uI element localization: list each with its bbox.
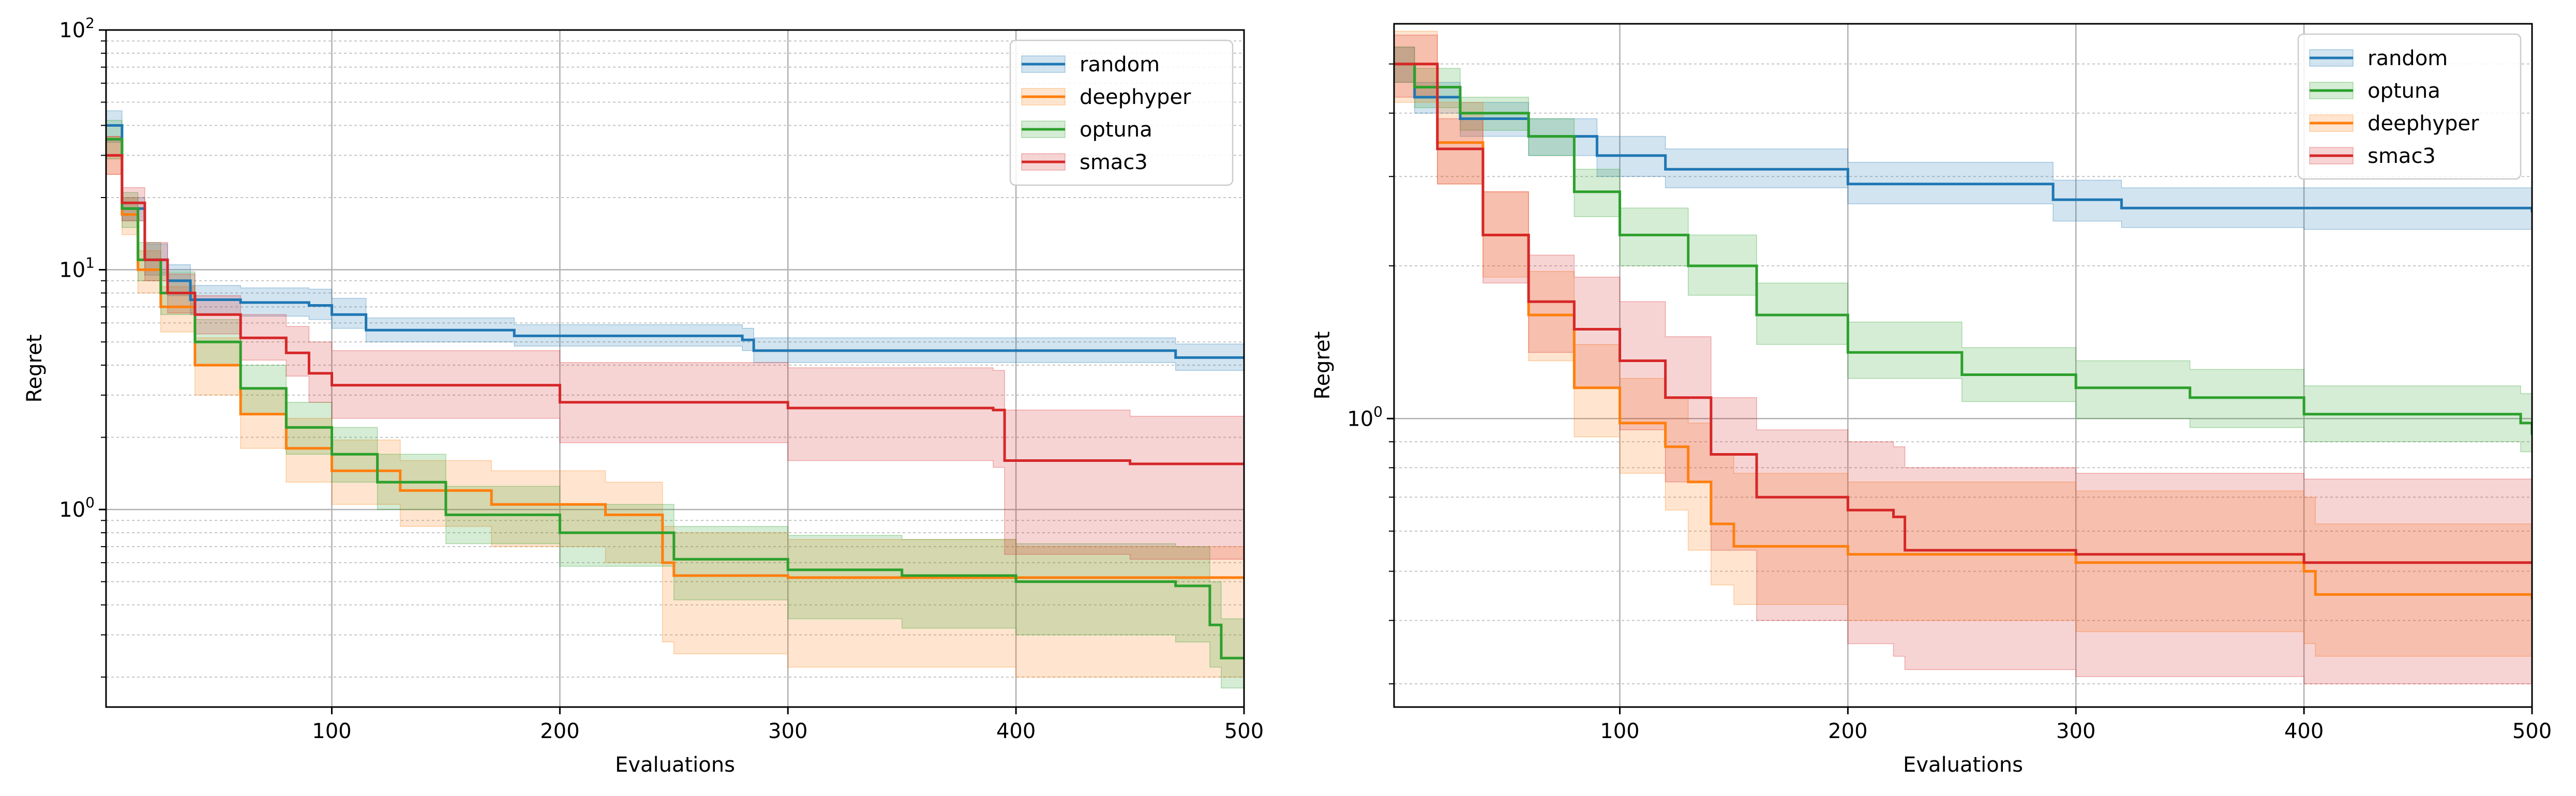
panel-1-band-smac3: [106, 136, 1244, 560]
panel-1-line-optuna: [106, 138, 1244, 659]
panel-2-x-tick-label: 200: [1828, 719, 1867, 743]
panel-1-y-tick-label: 102: [59, 14, 95, 42]
panel-1-x-axis-label: Evaluations: [615, 753, 735, 777]
panel-1-x-tick-label: 400: [996, 719, 1036, 743]
panel-1-legend-label-optuna: optuna: [1080, 118, 1152, 142]
panel-1-y-tick-label: 101: [59, 254, 95, 282]
panel-2-y-tick-label: 100: [1347, 403, 1383, 431]
panel-2-legend-label-deephyper: deephyper: [2368, 112, 2479, 136]
panel-2-y-axis-label: Regret: [1311, 332, 1335, 400]
panel-2-legend-label-smac3: smac3: [2368, 144, 2436, 168]
panel-2-band-random: [1394, 47, 2532, 233]
panel-1-x-tick-label: 500: [1224, 719, 1264, 743]
panel-2-x-tick-label: 100: [1600, 719, 1639, 743]
panel-1-x-tick-label: 200: [540, 719, 579, 743]
panel-1-legend-box: [1009, 39, 1234, 186]
panel-2-legend: random optuna deephyper smac3: [2297, 33, 2522, 180]
panel-1-line-smac3: [106, 154, 1244, 465]
panel-1-legend-label-smac3: smac3: [1080, 151, 1148, 174]
panel-1-axes-frame: [105, 29, 1245, 708]
panel-1-y-axis-label: Regret: [23, 335, 47, 403]
panel-2-legend-label-optuna: optuna: [2368, 79, 2440, 103]
panel-1-legend-label-random: random: [1080, 53, 1160, 77]
panel-2-line-optuna: [1394, 63, 2532, 435]
panel-1-x-tick-label: 100: [312, 719, 351, 743]
panel-1-band-random: [106, 110, 1244, 371]
panel-2: 100 200 300 400 500 100 Evaluations Regret rando…: [1311, 23, 2552, 777]
panel-2-x-tick-label: 500: [2512, 719, 2552, 743]
panel-2-legend-box: [2297, 33, 2522, 180]
panel-2-x-tick-label: 400: [2284, 719, 2324, 743]
panel-1-legend-label-deephyper: deephyper: [1080, 85, 1191, 109]
panel-1-line-deephyper: [106, 154, 1244, 579]
panel-2-line-smac3: [1394, 63, 2532, 564]
panel-2-legend-label-random: random: [2368, 47, 2448, 70]
panel-2-band-deephyper: [1394, 31, 2532, 663]
panel-2-x-axis-label: Evaluations: [1903, 753, 2023, 777]
panel-1-x-tick-label: 300: [768, 719, 807, 743]
panel-2-axes-frame: [1393, 23, 2533, 708]
panel-2-plot-area: [1394, 31, 2532, 684]
panel-1-y-tick-label: 100: [59, 494, 95, 522]
panel-1-plot-area: [106, 110, 1244, 689]
panel-1-legend: random deephyper optuna smac3: [1009, 39, 1234, 186]
panel-2-x-tick-label: 300: [2056, 719, 2095, 743]
panel-1: 100 200 300 400 500 100 101 102 Evaluations Regre…: [23, 14, 1264, 777]
